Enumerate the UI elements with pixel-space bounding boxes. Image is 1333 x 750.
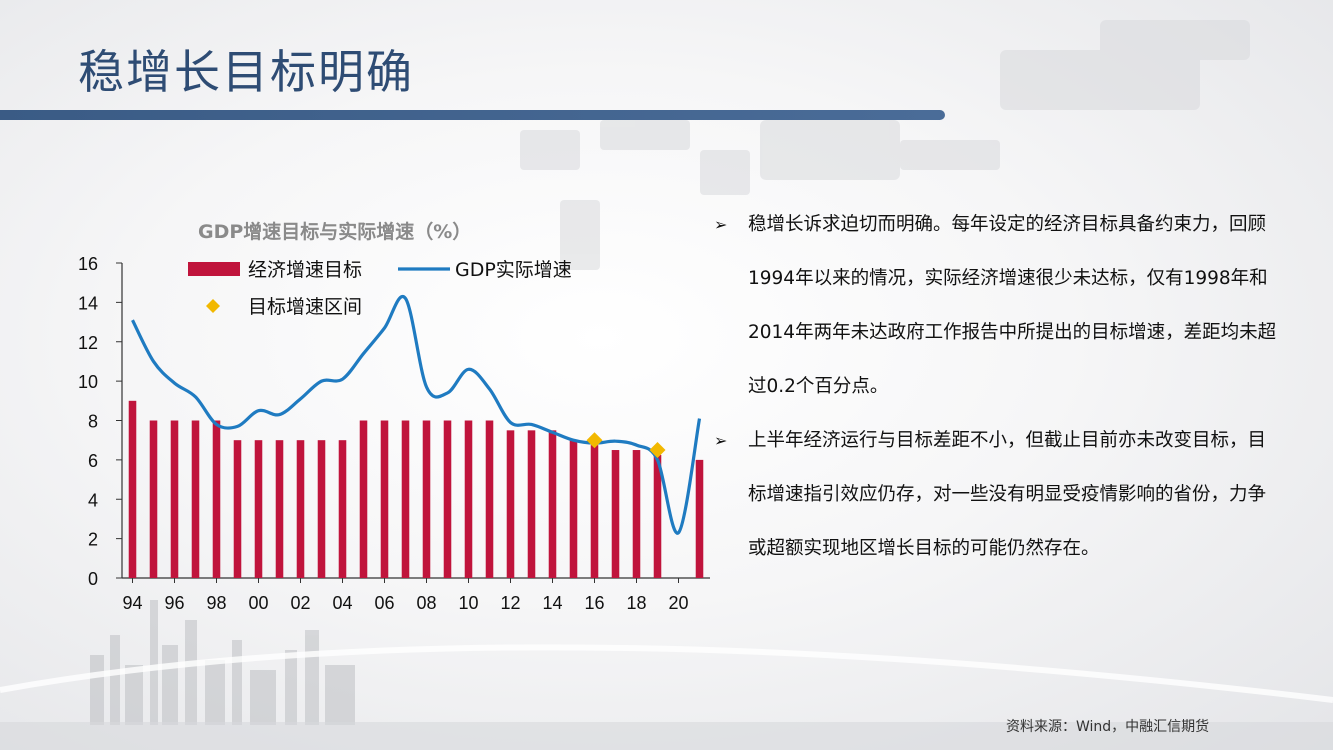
bar-target-growth (422, 420, 431, 578)
bar-target-growth (317, 440, 326, 578)
x-tick-label: 08 (416, 593, 436, 613)
bar-target-growth (590, 445, 599, 578)
bar-target-growth (695, 459, 704, 578)
bullet-item: ➢ 上半年经济运行与目标差距不小，但截止目前亦未改变目标，目标增速指引效应仍存，… (712, 414, 1282, 576)
bar-target-growth (296, 440, 305, 578)
bar-target-growth (611, 450, 620, 578)
y-tick-label: 6 (88, 451, 98, 471)
bar-target-growth (149, 420, 158, 578)
bar-target-growth (233, 440, 242, 578)
bar-target-growth (401, 420, 410, 578)
bullet-text: 稳增长诉求迫切而明确。每年设定的经济目标具备约束力，回顾1994年以来的情况，实… (748, 214, 1277, 397)
legend-bar-swatch (188, 262, 240, 276)
diamond-target-range-marker (586, 432, 603, 449)
bar-target-growth (128, 400, 137, 578)
legend-label-actual: GDP实际增速 (455, 259, 572, 281)
x-tick-label: 20 (668, 593, 688, 613)
x-tick-label: 94 (122, 593, 142, 613)
y-tick-label: 14 (78, 293, 98, 313)
bullet-list: ➢ 稳增长诉求迫切而明确。每年设定的经济目标具备约束力，回顾1994年以来的情况… (712, 198, 1282, 576)
bar-target-growth (212, 420, 221, 578)
bar-target-growth (527, 430, 536, 578)
bar-target-growth (380, 420, 389, 578)
bar-target-growth (443, 420, 452, 578)
x-tick-label: 06 (374, 593, 394, 613)
bar-target-growth (170, 420, 179, 578)
y-tick-label: 10 (78, 372, 98, 392)
y-tick-label: 12 (78, 333, 98, 353)
legend-diamond-swatch (206, 299, 220, 313)
arrow-bullet-icon: ➢ (714, 215, 728, 234)
bar-target-growth (485, 420, 494, 578)
bar-target-growth (632, 450, 641, 578)
x-tick-label: 00 (248, 593, 268, 613)
bar-target-growth (464, 420, 473, 578)
x-tick-label: 14 (542, 593, 562, 613)
legend-label-target: 经济增速目标 (248, 259, 362, 281)
bar-target-growth (569, 440, 578, 578)
chart-title: GDP增速目标与实际增速（%） (198, 221, 472, 243)
source-note: 资料来源：Wind，中融汇信期货 (1006, 719, 1210, 735)
y-tick-label: 4 (88, 490, 98, 510)
x-tick-label: 12 (500, 593, 520, 613)
bar-target-growth (506, 430, 515, 578)
y-tick-label: 8 (88, 412, 98, 432)
x-tick-label: 16 (584, 593, 604, 613)
x-tick-label: 18 (626, 593, 646, 613)
bar-target-growth (548, 430, 557, 578)
bar-target-growth (275, 440, 284, 578)
bar-target-growth (191, 420, 200, 578)
legend-label-range: 目标增速区间 (248, 296, 362, 318)
bar-target-growth (254, 440, 263, 578)
swoosh-curve (0, 644, 1333, 703)
arrow-bullet-icon: ➢ (714, 431, 728, 450)
diamond-target-range-marker (649, 442, 666, 459)
bar-target-growth (359, 420, 368, 578)
slide-title: 稳增长目标明确 (78, 45, 414, 99)
x-tick-label: 98 (206, 593, 226, 613)
bullet-item: ➢ 稳增长诉求迫切而明确。每年设定的经济目标具备约束力，回顾1994年以来的情况… (712, 198, 1282, 414)
bullet-text: 上半年经济运行与目标差距不小，但截止目前亦未改变目标，目标增速指引效应仍存，对一… (748, 430, 1267, 559)
line-actual-gdp-growth (131, 294, 702, 535)
title-underline-bar (0, 110, 945, 120)
x-tick-label: 02 (290, 593, 310, 613)
x-tick-label: 04 (332, 593, 352, 613)
x-tick-label: 96 (164, 593, 184, 613)
y-tick-label: 2 (88, 530, 98, 550)
bar-target-growth (653, 454, 662, 578)
y-tick-label: 16 (78, 254, 98, 274)
x-tick-label: 10 (458, 593, 478, 613)
bar-target-growth (338, 440, 347, 578)
y-tick-label: 0 (88, 569, 98, 589)
